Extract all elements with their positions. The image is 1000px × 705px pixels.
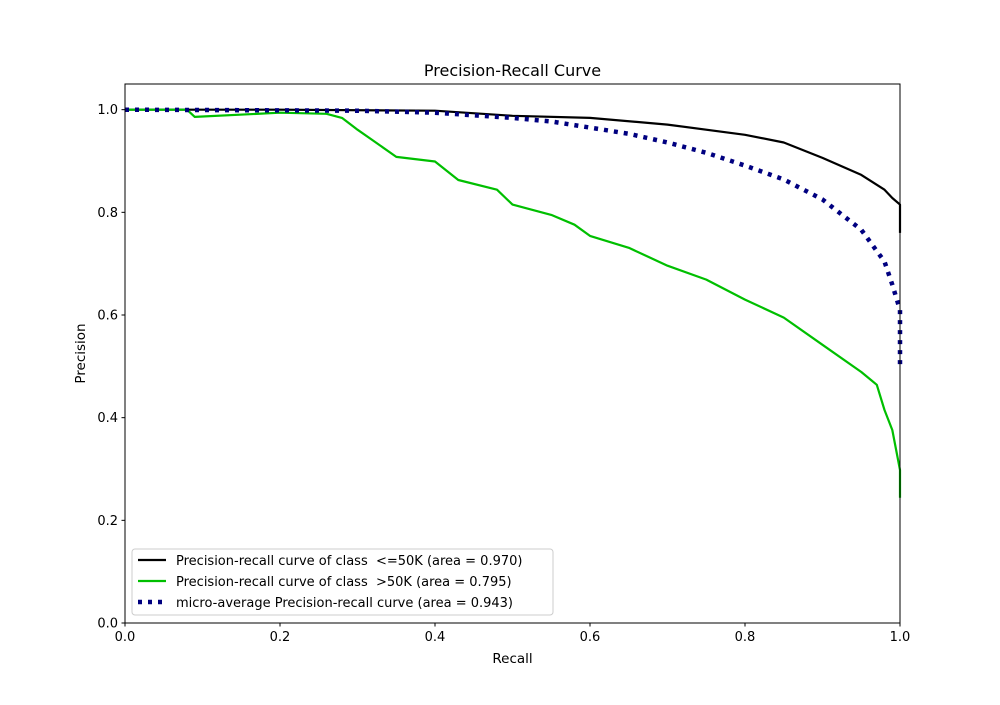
plot-frame (124, 83, 901, 624)
y-tick-label: 0.6 (97, 309, 118, 324)
legend: Precision-recall curve of class <=50K (a… (131, 548, 554, 616)
series-line-1 (125, 108, 902, 498)
y-tick-label: 0.2 (97, 514, 118, 529)
x-tick-label: 0.0 (115, 630, 136, 645)
y-tick-label: 0.0 (97, 617, 118, 632)
x-tick-label: 0.8 (735, 630, 756, 645)
legend-label-2: micro-average Precision-recall curve (ar… (176, 596, 513, 611)
chart-title: Precision-Recall Curve (424, 61, 601, 80)
y-tick-label: 1.0 (97, 103, 118, 118)
y-tick-label: 0.8 (97, 206, 118, 221)
series-line-0 (125, 108, 902, 233)
series-line-2 (124, 107, 903, 365)
x-tick-label: 1.0 (890, 630, 911, 645)
legend-label-1: Precision-recall curve of class >50K (ar… (176, 575, 512, 590)
x-tick-label: 0.6 (580, 630, 601, 645)
y-tick-label: 0.4 (97, 411, 118, 426)
y-axis-label: Precision (73, 323, 89, 383)
x-tick-label: 0.4 (425, 630, 446, 645)
x-axis-label: Recall (492, 651, 532, 667)
x-tick-label: 0.2 (270, 630, 291, 645)
legend-box (131, 548, 554, 616)
legend-label-0: Precision-recall curve of class <=50K (a… (176, 554, 522, 569)
